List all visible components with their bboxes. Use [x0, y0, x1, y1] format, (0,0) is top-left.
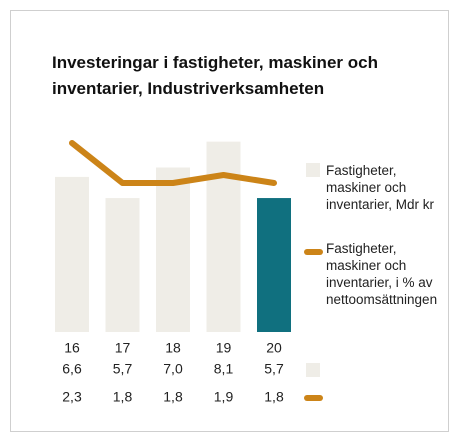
bar	[55, 176, 89, 332]
value-label: 1,9	[214, 389, 234, 405]
bar	[257, 198, 291, 332]
chart-title: Investeringar i fastigheter, maskiner oc…	[52, 53, 378, 98]
x-tick-label: 20	[266, 340, 282, 356]
bar	[105, 198, 140, 332]
bar	[206, 141, 241, 332]
frame	[10, 10, 449, 432]
value-label: 1,8	[113, 389, 133, 405]
value-label: 8,1	[214, 361, 234, 377]
bar	[156, 167, 190, 332]
x-tick-label: 19	[216, 340, 232, 356]
legend-swatch	[306, 163, 320, 177]
x-tick-label: 18	[165, 340, 181, 356]
value-label: 1,8	[264, 389, 284, 405]
line	[69, 140, 277, 186]
value-label: 2,3	[62, 389, 82, 405]
value-label: 7,0	[163, 361, 183, 377]
legend-swatch	[306, 363, 320, 377]
value-label: 5,7	[113, 361, 133, 377]
x-tick-label: 16	[64, 340, 80, 356]
legend-label: Fastigheter, maskiner och inventarier, i…	[326, 241, 438, 307]
value-label: 6,6	[62, 361, 82, 377]
value-label: 5,7	[264, 361, 284, 377]
legend-label: Fastigheter, maskiner och inventarier, M…	[326, 163, 435, 212]
value-label: 1,8	[163, 389, 183, 405]
x-tick-label: 17	[115, 340, 131, 356]
